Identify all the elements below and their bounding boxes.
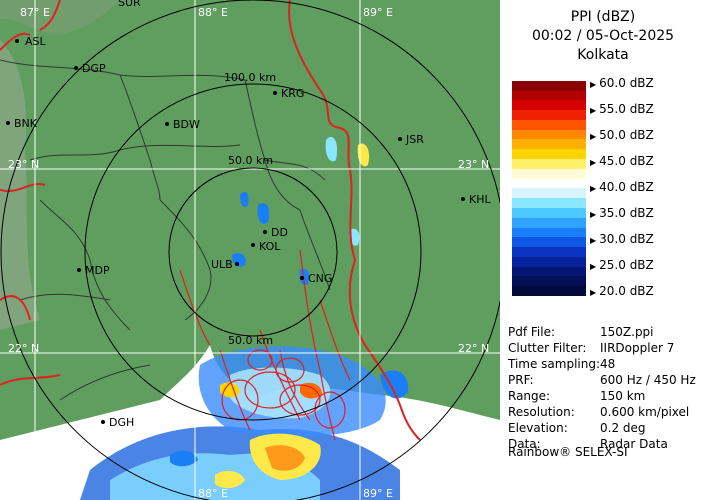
legend-label-60: ▶ 60.0 dBZ [590,76,654,90]
place-ulb: ULB [211,258,233,271]
legend-label-25: ▶ 25.0 dBZ [590,258,654,272]
lon-label-89-bottom: 89° E [363,487,393,500]
lat-label-22-left: 22° N [8,342,39,355]
legend-swatch [512,237,586,248]
lat-label-23-left: 23° N [8,158,39,171]
legend-swatch [512,266,586,277]
station-title: Kolkata [577,47,629,63]
legend-swatch [512,139,586,150]
info-row: Data: Radar Data [508,437,668,451]
info-row: Clutter Filter: IIRDoppler 7 [508,341,675,355]
info-row: Pdf File: 150Z.ppi [508,325,654,339]
range-label-100km: 100.0 km [224,71,276,84]
info-panel: PPI (dBZ) 00:02 / 05-Oct-2025 Kolkata ▶ 6… [500,0,706,500]
state-borders [0,0,421,441]
footer-brand: Rainbow® SELEX-SI [508,445,628,459]
radar-map: 87° E 88° E 89° E 23° N 23° N 22° N 22° … [0,0,500,500]
place-sur: SUR [118,0,141,9]
legend-swatch [512,119,586,131]
radar-info-table: Pdf File: 150Z.ppi Clutter Filter: IIRDopp… [508,324,706,452]
range-label-50km-north: 50.0 km [228,154,273,167]
lon-label-87-top: 87° E [20,6,50,19]
place-mdp: MDP [85,264,110,277]
legend-label-45: ▶ 45.0 dBZ [590,154,654,168]
legend-swatch [512,276,586,287]
legend-swatch [512,71,586,82]
place-bdw: BDW [173,118,200,131]
legend-swatch [512,217,586,229]
place-cng: CNG [308,272,332,285]
legend-label-30: ▶ 30.0 dBZ [590,232,654,246]
place-dgp: DGP [82,62,106,75]
legend-label-50: ▶ 50.0 dBZ [590,128,654,142]
product-title: PPI (dBZ) [570,9,636,25]
legend-swatch [512,80,586,92]
legend-swatch [512,286,586,297]
info-row: Time sampling: 48 [508,357,616,371]
lon-label-89-top: 89° E [363,6,393,19]
place-asl: ASL [25,35,47,48]
legend-swatch [512,90,586,101]
place-krg: KRG [281,87,304,100]
legend-swatch [512,188,586,199]
info-row: PRF: 600 Hz / 450 Hz [508,373,696,387]
info-row: Resolution: 0.600 km/pixel [508,405,690,419]
range-rings [0,0,500,500]
terrain-highland [0,40,40,330]
range-label-50km-south: 50.0 km [228,334,273,347]
lat-label-23-right: 23° N [458,158,489,171]
legend-swatch [512,247,586,258]
legend-swatch [512,129,586,140]
legend-label-20: ▶ 20.0 dBZ [590,284,654,298]
legend-swatch [512,198,586,209]
info-row: Range: 150 km [508,389,646,403]
legend-label-55: ▶ 55.0 dBZ [590,102,654,116]
place-jsr: JSR [405,133,424,146]
terrain-north [0,0,120,34]
lat-label-22-right: 22° N [458,342,489,355]
legend-swatch [512,178,586,189]
legend-swatch [512,110,586,121]
place-khl: KHL [469,193,491,206]
river-channels [179,249,351,441]
lat-lon-grid [0,0,500,500]
legend-swatch [512,168,586,180]
place-markers [6,39,465,424]
place-kol: KOL [259,240,281,253]
lon-label-87-bottom: 87° E [20,487,50,500]
place-dgh: DGH [109,416,134,429]
legend-label-35: ▶ 35.0 dBZ [590,206,654,220]
info-row: Elevation: 0.2 deg [508,421,646,435]
place-bnk: BNK [14,117,38,130]
legend-swatch [512,256,586,268]
legend-swatch [512,100,586,111]
lon-label-88-top: 88° E [198,6,228,19]
legend-label-40: ▶ 40.0 dBZ [590,180,654,194]
legend-swatch [512,149,586,160]
legend-swatch [512,227,586,238]
lon-label-88-bottom: 88° E [198,487,228,500]
datetime-title: 00:02 / 05-Oct-2025 [531,28,675,44]
legend-swatch [512,159,586,170]
legend-swatch [512,207,586,219]
place-dd: DD [271,226,288,239]
radar-map-svg: 87° E 88° E 89° E 23° N 23° N 22° N 22° … [0,0,500,500]
color-legend: ▶ 60.0 dBZ ▶ 55.0 dBZ ▶ 50.0 dBZ ▶ 45.0 dBZ … [512,71,692,298]
